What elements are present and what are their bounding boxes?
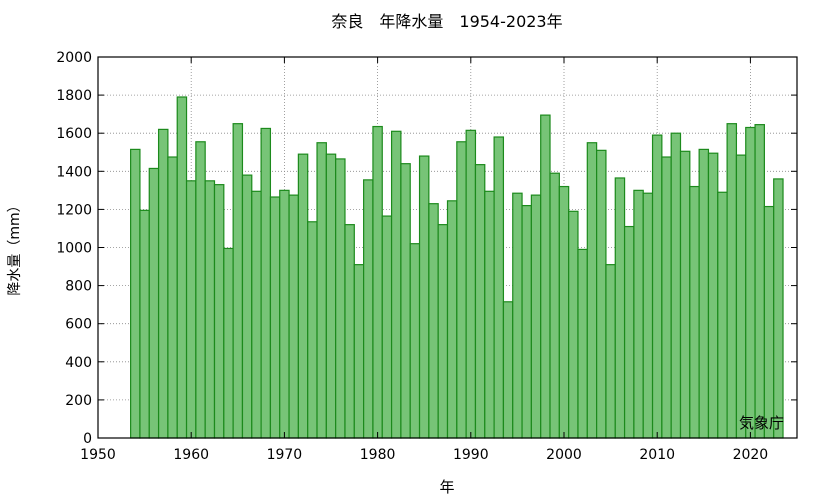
bar-1997 [530,194,542,439]
bar-1961 [195,141,206,439]
bar-2016 [707,152,719,439]
bar-2018 [726,123,738,439]
bar-1990 [465,129,477,439]
bar-2003 [586,142,598,439]
bar-1970 [279,189,290,439]
bar-1971 [288,194,299,439]
bar-2015 [698,148,710,439]
y-tick-label: 1600 [56,126,92,142]
bar-1964 [223,247,234,439]
bar-1960 [185,180,197,439]
bar-1995 [512,192,523,439]
chart-title: 奈良 年降水量 1954-2023年 [331,12,562,31]
bar-1986 [428,203,439,439]
bar-1956 [148,167,160,439]
bar-2020 [745,126,756,439]
bar-1987 [437,224,449,439]
bar-1982 [390,130,402,439]
bar-1954 [130,148,141,439]
bar-1992 [484,190,495,439]
x-tick-label: 2020 [733,447,769,463]
y-tick-label: 800 [65,279,92,295]
x-tick-label: 1990 [453,447,489,463]
y-tick-label: 1400 [56,164,92,180]
y-tick-label: 0 [83,431,92,447]
bar-1981 [381,215,393,439]
x-tick-label: 1980 [360,447,396,463]
bar-2019 [735,154,747,439]
bar-1958 [167,156,178,439]
bar-1968 [260,127,272,439]
y-tick-label: 1200 [56,202,92,218]
bar-2017 [717,191,728,439]
bar-2006 [614,177,626,439]
bar-1993 [493,136,505,439]
bar-1962 [204,180,216,439]
bar-2010 [651,134,663,439]
bar-2002 [577,248,588,439]
bar-series [130,96,784,439]
bar-2007 [623,225,635,439]
x-axis-label: 年 [439,478,454,496]
bar-2022 [763,205,775,439]
bar-2009 [642,192,654,439]
y-tick-label: 200 [65,393,92,409]
bar-1955 [139,209,150,439]
bar-1989 [456,141,467,439]
y-tick-label: 400 [65,355,92,371]
x-tick-label: 1950 [80,447,116,463]
bar-2004 [596,149,607,439]
bar-1985 [418,155,430,439]
bar-1996 [521,204,532,439]
bar-2014 [689,185,700,439]
bar-1976 [335,158,346,439]
bar-1966 [241,174,253,439]
bar-1972 [297,153,309,439]
y-tick-label: 1000 [56,241,92,257]
bar-2021 [754,124,765,439]
x-tick-label: 2010 [639,447,675,463]
bar-1999 [549,172,560,439]
bar-1983 [400,163,411,439]
bar-1957 [157,128,169,439]
y-tick-label: 1800 [56,88,92,104]
bar-1974 [316,142,327,439]
bar-2023 [773,178,784,439]
bar-2012 [670,132,682,439]
x-tick-label: 2000 [546,447,582,463]
bar-1979 [363,179,374,439]
bar-1975 [325,153,337,439]
bar-1965 [232,123,244,439]
bar-1967 [251,190,262,439]
credit-label: 気象庁 [739,414,784,432]
bar-1977 [344,224,355,439]
bar-1969 [269,196,281,439]
bar-1959 [176,96,188,439]
bar-1973 [307,221,318,439]
bar-2008 [633,189,644,439]
bar-2013 [679,150,691,439]
bar-2001 [568,210,579,439]
bar-2000 [558,185,570,439]
bar-1998 [540,114,551,439]
y-tick-label: 2000 [56,50,92,66]
bar-1978 [353,264,365,439]
bar-1963 [213,184,225,439]
bar-1984 [409,243,421,439]
x-tick-label: 1960 [173,447,209,463]
bar-2005 [605,264,616,439]
axis-ticks: 0 200 400 600 800 1000 1200 1400 1600 1800 2000 195… [56,50,797,463]
bar-2011 [661,156,672,439]
x-tick-label: 1970 [267,447,303,463]
bar-1991 [474,164,486,439]
bar-1980 [372,125,383,439]
y-tick-label: 600 [65,317,92,333]
y-axis-label: 降水量（mm） [7,198,23,295]
bar-1994 [502,301,514,439]
bar-1988 [446,200,458,439]
